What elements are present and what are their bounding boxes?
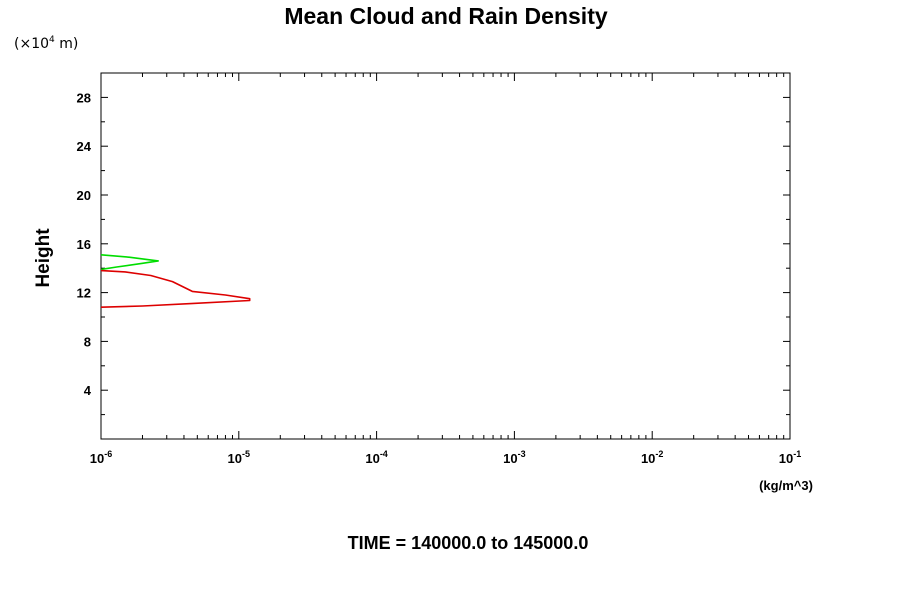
x-tick-label: 10-5 xyxy=(228,449,250,466)
y-unit-label: (×104 m) xyxy=(14,35,78,52)
y-tick-label: 16 xyxy=(77,237,91,252)
y-tick-label: 24 xyxy=(77,139,92,154)
y-axis-label: Height xyxy=(33,228,54,288)
time-range-label: TIME = 140000.0 to 145000.0 xyxy=(348,533,589,553)
y-tick-label: 4 xyxy=(84,383,92,398)
series-line-1 xyxy=(100,254,159,271)
axis-ticks xyxy=(100,73,790,439)
y-tick-label: 20 xyxy=(77,188,91,203)
plot-frame xyxy=(100,72,791,440)
series-group xyxy=(100,254,251,308)
y-tick-label: 12 xyxy=(77,286,91,301)
x-tick-label: 10-6 xyxy=(90,449,112,466)
x-tick-label: 10-2 xyxy=(641,449,663,466)
x-tick-label: 10-4 xyxy=(365,449,387,466)
y-tick-label: 28 xyxy=(77,90,91,105)
x-tick-label: 10-1 xyxy=(779,449,801,466)
chart-title: Mean Cloud and Rain Density xyxy=(284,3,608,29)
x-tick-labels: 10-6 10-5 10-4 10-3 10-2 10-1 xyxy=(90,449,801,466)
x-unit-label: (kg/m^3) xyxy=(759,478,813,493)
series-line-2 xyxy=(100,269,251,308)
x-tick-label: 10-3 xyxy=(503,449,525,466)
y-tick-label: 8 xyxy=(84,334,91,349)
y-tick-labels: 4 8 12 16 20 24 28 xyxy=(77,90,92,398)
